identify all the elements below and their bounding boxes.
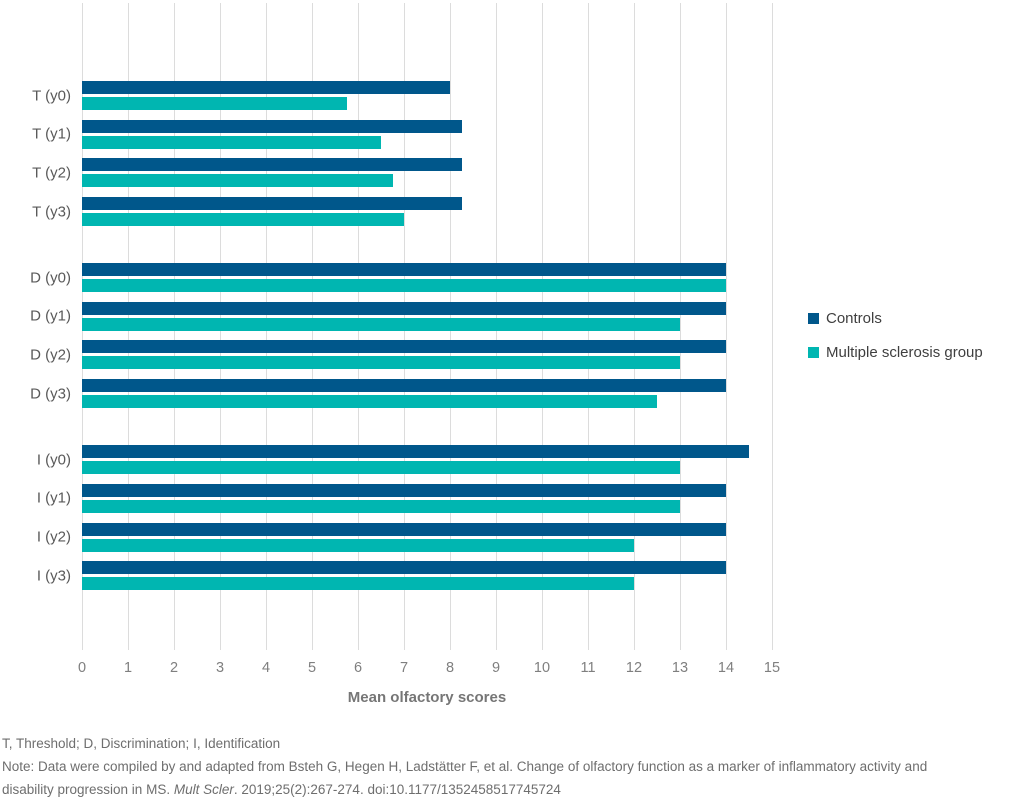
x-tick-label-2: 2 [169,660,179,676]
bar-multiple-sclerosis-group-t-y0 [82,97,347,110]
category-label-i-y2: I (y2) [36,528,71,546]
bar-group-1: D (y0) D (y1) D (y2) D (y3) [30,263,772,409]
x-tick-label-5: 5 [307,660,317,676]
bar-controls-t-y1 [82,119,462,133]
bar-row-t-y2: T (y2) [32,158,772,188]
bar-group-0: T (y0) T (y1) T (y2) T (y3) [32,81,772,227]
category-label-i-y1: I (y1) [36,489,71,507]
bar-row-d-y1: D (y1) [30,301,772,331]
category-label-t-y1: T (y1) [32,125,71,143]
x-tick-label-10: 10 [533,660,551,676]
bar-multiple-sclerosis-group-i-y3 [82,577,634,591]
legend: Controls Multiple sclerosis group [808,310,983,378]
bar-multiple-sclerosis-group-t-y2 [82,174,393,188]
x-tick-label-7: 7 [399,660,409,676]
bar-controls-d-y1 [82,301,726,315]
x-tick-label-4: 4 [261,660,271,676]
x-tick-label-1: 1 [123,660,133,676]
bar-controls-t-y0 [82,81,450,94]
footer-journal-name: Mult Scler [173,782,234,797]
category-label-t-y0: T (y0) [32,87,71,104]
bar-group-2: I (y0) I (y1) I (y2) I (y3) [37,445,772,591]
footer-abbreviations: T, Threshold; D, Discrimination; I, Iden… [2,736,281,751]
legend-label-controls: Controls [826,310,882,327]
bar-row-d-y3: D (y3) [30,379,772,409]
bar-multiple-sclerosis-group-i-y2 [82,538,634,552]
bar-multiple-sclerosis-group-t-y3 [82,213,404,227]
category-label-t-y2: T (y2) [32,164,71,182]
bar-row-d-y2: D (y2) [30,340,772,370]
bar-controls-d-y0 [82,263,726,277]
bar-controls-i-y0 [82,445,749,459]
bar-controls-d-y2 [82,340,726,354]
bar-controls-t-y3 [82,197,462,211]
bar-row-i-y2: I (y2) [37,522,772,552]
category-label-d-y2: D (y2) [30,346,71,364]
bar-controls-d-y3 [82,379,726,393]
footer-note-line1: Note: Data were compiled by and adapted … [2,759,928,774]
category-label-i-y0: I (y0) [36,451,71,469]
legend-label-multiple-sclerosis-group: Multiple sclerosis group [826,344,983,361]
bar-row-d-y0: D (y0) [30,263,772,293]
bar-row-i-y0: I (y0) [37,445,772,475]
x-tick-label-11: 11 [580,660,596,676]
bar-multiple-sclerosis-group-i-y0 [82,461,680,475]
legend-item-multiple-sclerosis-group: Multiple sclerosis group [808,344,983,361]
legend-swatch-controls [808,313,819,324]
category-label-d-y1: D (y1) [30,307,71,325]
x-tick-label-13: 13 [671,660,689,676]
gridline-x-15 [772,3,773,650]
x-tick-label-12: 12 [625,660,643,676]
bar-multiple-sclerosis-group-d-y3 [82,395,657,409]
bar-groups: T (y0) T (y1) T (y2) T (y3) D (y0) D (y1) D (y… [30,3,772,627]
x-tick-label-14: 14 [717,660,735,676]
footer-citation-prefix: disability progression in MS. [2,782,174,797]
bar-row-t-y0: T (y0) [32,81,772,110]
bar-row-i-y1: I (y1) [37,483,772,513]
bar-row-i-y3: I (y3) [37,561,772,591]
category-label-i-y3: I (y3) [36,567,71,585]
gridline-x-14 [726,3,727,650]
category-label-d-y3: D (y3) [30,385,71,403]
x-tick-label-15: 15 [763,660,781,676]
bar-controls-i-y1 [82,483,726,497]
bar-controls-i-y2 [82,522,726,536]
x-tick-label-8: 8 [445,660,455,676]
footer-note-line2: disability progression in MS. Mult Scler… [2,778,992,801]
legend-item-controls: Controls [808,310,983,327]
footer-notes: T, Threshold; D, Discrimination; I, Iden… [2,732,992,801]
bar-multiple-sclerosis-group-d-y1 [82,317,680,331]
bar-multiple-sclerosis-group-t-y1 [82,135,381,149]
x-tick-label-6: 6 [353,660,363,676]
plot-area: T (y0) T (y1) T (y2) T (y3) D (y0) D (y1) D (y… [30,3,773,650]
bar-controls-i-y3 [82,561,726,575]
bar-row-t-y3: T (y3) [32,197,772,227]
x-tick-label-0: 0 [77,660,87,676]
bar-multiple-sclerosis-group-i-y1 [82,499,680,513]
footer-citation-suffix: . 2019;25(2):267-274. doi:10.1177/135245… [233,782,561,797]
bar-multiple-sclerosis-group-d-y0 [82,279,726,293]
category-label-t-y3: T (y3) [32,203,71,221]
x-axis-title: Mean olfactory scores [347,689,507,706]
category-label-d-y0: D (y0) [30,269,71,287]
bar-row-t-y1: T (y1) [32,119,772,149]
x-tick-label-3: 3 [215,660,225,676]
x-tick-label-9: 9 [491,660,501,676]
x-axis: 0 1 2 3 4 5 6 7 8 9 10 11 12 13 14 15 [78,660,780,680]
bar-controls-t-y2 [82,158,462,172]
gridline-x-13 [680,3,681,650]
bar-multiple-sclerosis-group-d-y2 [82,356,680,370]
legend-swatch-multiple-sclerosis-group [808,347,819,358]
